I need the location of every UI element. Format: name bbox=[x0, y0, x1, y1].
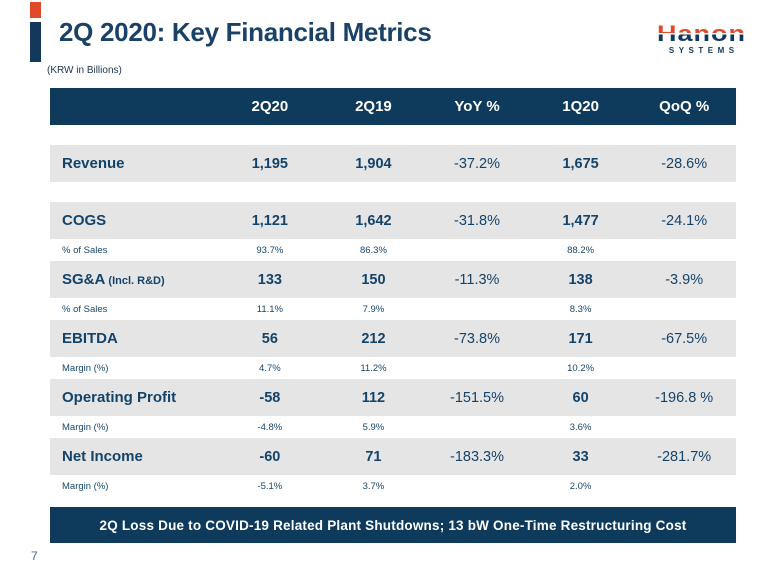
cell-yoy: -37.2% bbox=[454, 155, 500, 172]
cell-2q19: 11.2% bbox=[360, 362, 387, 374]
cell-2q19: 212 bbox=[361, 330, 386, 347]
cell-qoq: -196.8 % bbox=[655, 389, 714, 406]
cell-2q19: 5.9% bbox=[362, 421, 385, 433]
header-cell-yoy: YoY % bbox=[454, 98, 500, 115]
cell-2q20: 133 bbox=[257, 271, 282, 288]
table-row: % of Sales 11.1% 7.9% 8.3% bbox=[50, 298, 736, 320]
cell-2q19: 3.7% bbox=[362, 480, 385, 492]
table-row: % of Sales 93.7% 86.3% 88.2% bbox=[50, 239, 736, 261]
cell-2q19: 112 bbox=[361, 389, 386, 406]
cell-1q20: 10.2% bbox=[567, 362, 595, 374]
header-cell-qoq: QoQ % bbox=[659, 98, 710, 115]
cell-2q20: -4.8% bbox=[257, 421, 283, 433]
cell-qoq: -24.1% bbox=[661, 212, 708, 229]
cell-2q20: -5.1% bbox=[257, 480, 283, 492]
cell-1q20: 1,675 bbox=[562, 155, 599, 172]
row-spacer bbox=[50, 125, 736, 145]
cell-2q20: 1,195 bbox=[251, 155, 288, 172]
cell-1q20: 3.6% bbox=[569, 421, 592, 433]
header-cell-2q19: 2Q19 bbox=[355, 98, 392, 115]
cell-yoy: -183.3% bbox=[450, 448, 505, 465]
summary-banner: 2Q Loss Due to COVID-19 Related Plant Sh… bbox=[50, 507, 736, 543]
row-label: Net Income bbox=[62, 448, 143, 465]
table-row: Net Income -60 71 -183.3% 33 -281.7% bbox=[50, 438, 736, 475]
row-label: COGS bbox=[62, 212, 107, 229]
cell-1q20: 60 bbox=[572, 389, 589, 406]
row-label: SG&A (Incl. R&D) bbox=[62, 271, 165, 288]
logo-subtext: SYSTEMS bbox=[668, 46, 739, 55]
cell-2q20: -60 bbox=[259, 448, 281, 465]
cell-2q19: 1,904 bbox=[355, 155, 392, 172]
row-label: Revenue bbox=[62, 155, 125, 172]
accent-bar-navy bbox=[30, 22, 41, 62]
cell-qoq: -28.6% bbox=[661, 155, 708, 172]
cell-qoq: -3.9% bbox=[665, 271, 704, 288]
cell-2q20: 93.7% bbox=[256, 244, 284, 256]
page-title: 2Q 2020: Key Financial Metrics bbox=[59, 17, 432, 47]
cell-2q19: 86.3% bbox=[359, 244, 387, 256]
cell-2q19: 71 bbox=[365, 448, 382, 465]
table-row: Margin (%) 4.7% 11.2% 10.2% bbox=[50, 357, 736, 379]
hanon-logo: Hanon SYSTEMS bbox=[657, 23, 746, 55]
cell-yoy: -151.5% bbox=[450, 389, 505, 406]
table-row: SG&A (Incl. R&D) 133 150 -11.3% 138 -3.9% bbox=[50, 261, 736, 298]
row-label: % of Sales bbox=[62, 244, 108, 256]
header-cell-2q20: 2Q20 bbox=[251, 98, 289, 115]
table-row: Margin (%) -5.1% 3.7% 2.0% bbox=[50, 475, 736, 497]
table-row: Revenue 1,195 1,904 -37.2% 1,675 -28.6% bbox=[50, 145, 736, 182]
cell-1q20: 8.3% bbox=[569, 303, 592, 315]
header-cell-1q20: 1Q20 bbox=[562, 98, 599, 115]
cell-2q20: 56 bbox=[261, 330, 278, 347]
page-number: 7 bbox=[31, 549, 38, 563]
units-note: (KRW in Billions) bbox=[47, 65, 122, 76]
row-label: Margin (%) bbox=[62, 421, 109, 433]
cell-yoy: -31.8% bbox=[454, 212, 500, 229]
row-label: Operating Profit bbox=[62, 389, 177, 406]
financial-table: 2Q20 2Q19 YoY % 1Q20 QoQ % Revenue 1,195 1,904… bbox=[50, 88, 736, 497]
cell-2q19: 7.9% bbox=[362, 303, 385, 315]
row-label: Margin (%) bbox=[62, 480, 109, 492]
cell-yoy: -11.3% bbox=[454, 271, 500, 288]
cell-yoy: -73.8% bbox=[454, 330, 500, 347]
row-label: EBITDA bbox=[62, 330, 118, 347]
row-label: Margin (%) bbox=[62, 362, 109, 374]
table-row: EBITDA 56 212 -73.8% 171 -67.5% bbox=[50, 320, 736, 357]
table-row: Operating Profit -58 112 -151.5% 60 -196.8 % bbox=[50, 379, 736, 416]
logo-wordmark: Hanon bbox=[657, 21, 746, 46]
table-body: Revenue 1,195 1,904 -37.2% 1,675 -28.6% COGS 1,… bbox=[50, 125, 736, 497]
cell-qoq: -67.5% bbox=[661, 330, 708, 347]
cell-1q20: 2.0% bbox=[569, 480, 592, 492]
table-row: Margin (%) -4.8% 5.9% 3.6% bbox=[50, 416, 736, 438]
cell-2q20: 11.1% bbox=[256, 303, 283, 315]
cell-2q20: -58 bbox=[259, 389, 281, 406]
table-header-row: 2Q20 2Q19 YoY % 1Q20 QoQ % bbox=[50, 88, 736, 125]
table-row: COGS 1,121 1,642 -31.8% 1,477 -24.1% bbox=[50, 202, 736, 239]
cell-1q20: 171 bbox=[568, 330, 593, 347]
cell-1q20: 33 bbox=[572, 448, 589, 465]
cell-1q20: 88.2% bbox=[567, 244, 595, 256]
row-label-note: (Incl. R&D) bbox=[105, 275, 165, 287]
cell-2q19: 1,642 bbox=[355, 212, 392, 229]
cell-1q20: 1,477 bbox=[562, 212, 599, 229]
cell-2q20: 1,121 bbox=[251, 212, 288, 229]
row-spacer bbox=[50, 182, 736, 202]
cell-2q19: 150 bbox=[361, 271, 386, 288]
accent-bar-orange bbox=[30, 2, 41, 18]
row-label: % of Sales bbox=[62, 303, 108, 315]
cell-qoq: -281.7% bbox=[657, 448, 712, 465]
cell-1q20: 138 bbox=[568, 271, 593, 288]
cell-2q20: 4.7% bbox=[259, 362, 281, 374]
